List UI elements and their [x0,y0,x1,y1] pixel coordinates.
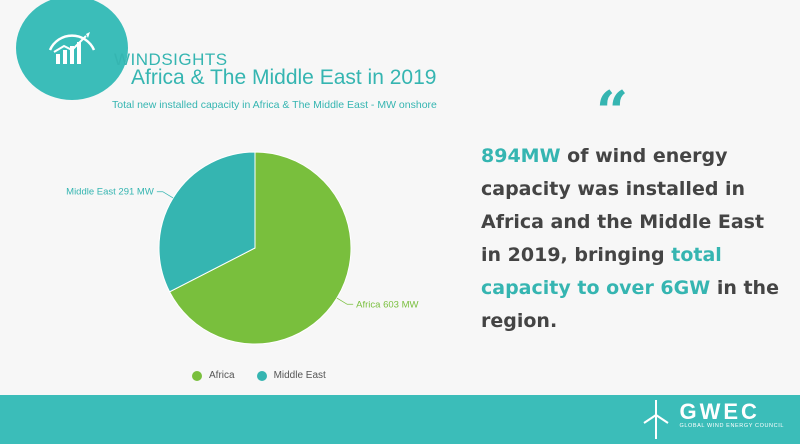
chart-subtitle: Total new installed capacity in Africa &… [112,99,437,111]
pie-slice-middle-east [158,151,256,293]
brand-label: WINDSIGHTS [114,50,228,69]
highlight-894mw: 894MW [481,145,561,167]
gwec-logo-tagline: GLOBAL WIND ENERGY COUNCIL [679,423,784,429]
legend-item-africa: Africa [192,370,235,381]
windsights-badge [16,0,128,100]
slice-label-africa: Africa 603 MW [356,299,418,310]
legend-swatch-middle-east [256,370,267,381]
chart-legend: Africa Middle East [192,370,348,381]
highlight-total-capacity: total capacity to over 6GW [481,244,722,299]
slice-label-africa-leader [336,297,354,305]
summary-part-1: of wind energy capacity was installed in… [481,145,765,266]
legend-swatch-africa [192,370,202,381]
slice-label-middle-east-leader [156,191,174,199]
summary-part-2: in the region. [481,277,779,332]
gwec-logo-name: GWEC [679,399,760,424]
legend-label-africa: Africa [209,370,235,381]
chart-growth-icon [48,32,96,64]
slice-label-middle-east: Middle East 291 MW [66,187,154,198]
legend-item-middle-east: Middle East [256,370,326,381]
chart-title: Africa & The Middle East in 2019 [131,66,437,89]
legend-label-middle-east: Middle East [273,370,326,381]
footer-bar: GWEC GLOBAL WIND ENERGY COUNCIL [0,395,800,444]
gwec-logo: GWEC GLOBAL WIND ENERGY COUNCIL [643,399,784,439]
pie-chart: Africa 603 MW Middle East 291 MW [66,151,419,345]
wind-turbine-icon [643,400,670,439]
summary-text: 894MW of wind energy capacity was instal… [481,140,781,338]
quote-mark: “ [596,79,629,145]
